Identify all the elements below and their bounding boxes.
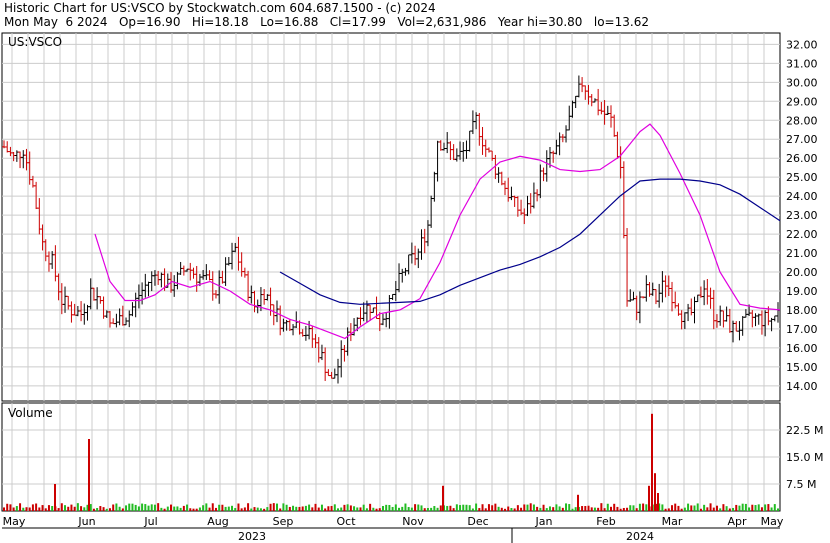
price-tick-label: 18.00 <box>786 304 818 317</box>
month-label: Sep <box>273 515 294 528</box>
price-tick-label: 22.00 <box>786 228 818 241</box>
chart-header-title: Historic Chart for US:VSCO by Stockwatch… <box>4 1 436 15</box>
price-tick-label: 15.00 <box>786 361 818 374</box>
month-label: Mar <box>662 515 683 528</box>
moving-average-short <box>94 123 781 340</box>
price-tick-label: 28.00 <box>786 114 818 127</box>
volume-label: Volume <box>8 406 53 420</box>
price-tick-label: 27.00 <box>786 133 818 146</box>
month-label: Jun <box>77 515 95 528</box>
price-tick-label: 29.00 <box>786 95 818 108</box>
volume-tick-label: 7.5 M <box>786 478 816 491</box>
price-tick-label: 19.00 <box>786 285 818 298</box>
price-tick-label: 25.00 <box>786 171 818 184</box>
volume-tick-label: 15.0 M <box>786 451 823 464</box>
month-label: Aug <box>207 515 228 528</box>
price-tick-label: 21.00 <box>786 247 818 260</box>
month-label: May <box>761 515 784 528</box>
price-tick-label: 23.00 <box>786 209 818 222</box>
moving-average-long <box>279 178 781 305</box>
month-label: Feb <box>596 515 615 528</box>
year-label: 2023 <box>238 530 266 543</box>
chart-header-stats: Mon May 6 2024 Op=16.90 Hi=18.18 Lo=16.8… <box>4 15 649 29</box>
price-tick-label: 30.00 <box>786 76 818 89</box>
price-tick-label: 14.00 <box>786 380 818 393</box>
price-panel <box>1 32 781 402</box>
month-label: Jul <box>143 515 157 528</box>
month-label: Oct <box>336 515 356 528</box>
year-label: 2024 <box>626 530 654 543</box>
volume-tick-label: 22.5 M <box>786 424 823 437</box>
price-tick-label: 17.00 <box>786 323 818 336</box>
month-label: Dec <box>467 515 488 528</box>
price-tick-label: 16.00 <box>786 342 818 355</box>
month-label: Apr <box>727 515 747 528</box>
month-label: May <box>3 515 26 528</box>
price-tick-label: 20.00 <box>786 266 818 279</box>
month-label: Nov <box>402 515 424 528</box>
price-tick-label: 26.00 <box>786 152 818 165</box>
symbol-label: US:VSCO <box>8 35 62 49</box>
month-label: Jan <box>535 515 553 528</box>
price-tick-label: 24.00 <box>786 190 818 203</box>
price-tick-label: 32.00 <box>786 38 818 51</box>
price-tick-label: 31.00 <box>786 57 818 70</box>
